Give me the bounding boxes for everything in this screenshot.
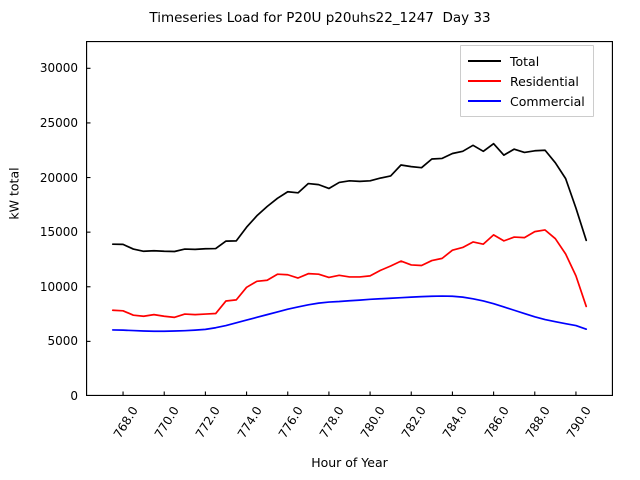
- legend-item-commercial[interactable]: Commercial: [468, 91, 585, 111]
- x-tick-label: 778.0: [316, 404, 347, 441]
- legend-swatch-icon: [468, 100, 501, 102]
- x-tick-label: 768.0: [110, 404, 141, 441]
- x-tick-label: 788.0: [522, 404, 553, 441]
- x-tick-label: 780.0: [357, 404, 388, 441]
- x-tick-label: 776.0: [275, 404, 306, 441]
- y-axis-tick-labels: 0 5000 10000 15000 20000 25000 30000: [0, 41, 78, 403]
- y-tick-label: 25000: [39, 115, 78, 130]
- x-axis-label: Hour of Year: [311, 455, 388, 470]
- chart-legend[interactable]: Total Residential Commercial: [460, 45, 594, 117]
- x-tick-label: 782.0: [399, 404, 430, 441]
- legend-label: Commercial: [510, 93, 585, 109]
- y-tick-label: 15000: [39, 225, 78, 240]
- x-tick-label: 784.0: [440, 404, 471, 441]
- legend-label: Total: [510, 53, 540, 69]
- legend-item-residential[interactable]: Residential: [468, 71, 585, 91]
- chart-title: Timeseries Load for P20U p20uhs22_1247 D…: [149, 10, 491, 26]
- series-line-residential: [111, 229, 588, 319]
- plot-area: [86, 41, 613, 396]
- y-tick-label: 20000: [39, 170, 78, 185]
- x-tick-label: 790.0: [563, 404, 594, 441]
- legend-label: Residential: [510, 73, 579, 89]
- axes-spines: [86, 41, 613, 396]
- y-tick-label: 30000: [39, 61, 78, 76]
- y-tick-label: 5000: [47, 334, 78, 349]
- tick-marks: [86, 67, 577, 396]
- y-tick-label: 10000: [39, 279, 78, 294]
- x-tick-label: 774.0: [234, 404, 265, 441]
- x-tick-label: 786.0: [481, 404, 512, 441]
- plot-svg: [86, 41, 613, 396]
- legend-swatch-icon: [468, 80, 501, 82]
- y-tick-label: 0: [70, 389, 78, 403]
- legend-swatch-icon: [468, 60, 501, 62]
- series-line-commercial: [111, 295, 588, 333]
- x-tick-label: 770.0: [152, 404, 183, 441]
- series-group: [111, 142, 588, 333]
- x-tick-label: 772.0: [193, 404, 224, 441]
- series-line-total: [111, 142, 588, 253]
- legend-item-total[interactable]: Total: [468, 51, 585, 71]
